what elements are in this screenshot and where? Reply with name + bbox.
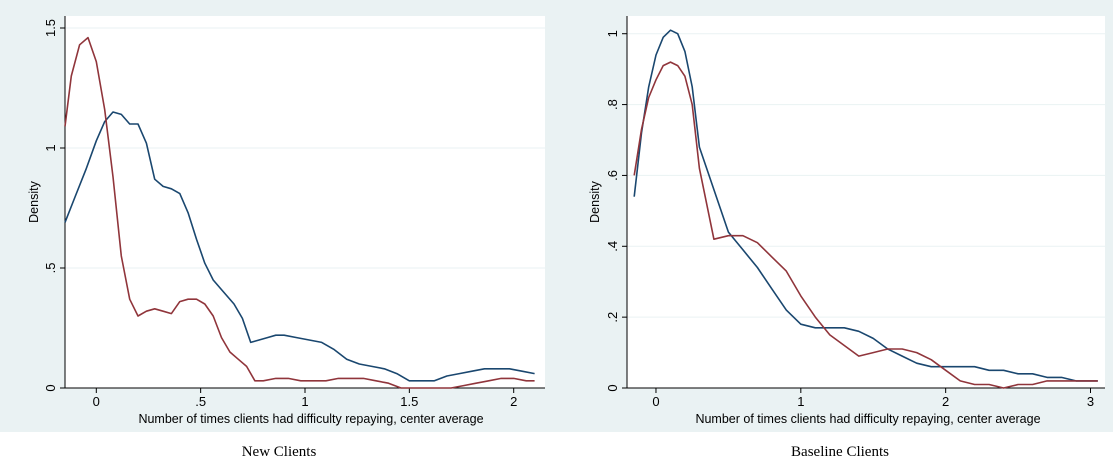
x-axis-title: Number of times clients had difficulty r… bbox=[138, 412, 483, 426]
x-tick-label: 2 bbox=[942, 394, 949, 409]
y-tick-label: .4 bbox=[605, 241, 620, 252]
series-line-2 bbox=[633, 61, 1098, 389]
gridlines bbox=[65, 27, 545, 269]
y-tick-label: .5 bbox=[43, 263, 58, 274]
y-tick-label: 1 bbox=[605, 30, 620, 37]
gridlines bbox=[627, 33, 1105, 318]
x-tick-label: 3 bbox=[1087, 394, 1094, 409]
x-ticks: 0 1 2 3 bbox=[652, 388, 1094, 409]
y-tick-label: 1.5 bbox=[43, 19, 58, 37]
plot-area bbox=[65, 16, 545, 388]
chart-caption: Baseline Clients bbox=[791, 444, 889, 460]
y-tick-label: .6 bbox=[605, 170, 620, 181]
y-tick-label: 0 bbox=[43, 384, 58, 391]
y-tick-label: .2 bbox=[605, 312, 620, 323]
chart-caption: New Clients bbox=[242, 444, 317, 460]
x-tick-label: 1.5 bbox=[400, 394, 418, 409]
x-tick-label: 2 bbox=[510, 394, 517, 409]
series-line-1 bbox=[64, 111, 535, 382]
x-ticks: 0 .5 1 1.5 2 bbox=[93, 388, 517, 409]
series-lines bbox=[633, 29, 1098, 389]
y-axis-title: Density bbox=[27, 180, 41, 222]
x-tick-label: 1 bbox=[797, 394, 804, 409]
series-lines bbox=[64, 36, 535, 389]
series-line-2 bbox=[64, 36, 535, 389]
y-ticks: 0 .2 .4 .6 .8 1 bbox=[605, 30, 627, 392]
y-axis-title: Density bbox=[588, 180, 602, 222]
series-line-1 bbox=[633, 29, 1098, 382]
x-tick-label: 0 bbox=[93, 394, 100, 409]
x-tick-label: 1 bbox=[301, 394, 308, 409]
x-axis-title: Number of times clients had difficulty r… bbox=[695, 412, 1040, 426]
y-tick-label: 0 bbox=[605, 384, 620, 391]
y-ticks: 0 .5 1 1.5 bbox=[43, 19, 65, 392]
plot-area bbox=[627, 16, 1105, 388]
x-tick-label: .5 bbox=[195, 394, 206, 409]
chart-baseline-clients: 0 .2 .4 .6 .8 1 0 1 2 3 Number of times clients … bbox=[556, 0, 1113, 460]
chart-new-clients: 0 .5 1 1.5 0 .5 1 1.5 2 Number of times clients… bbox=[0, 0, 556, 460]
x-tick-label: 0 bbox=[652, 394, 659, 409]
y-tick-label: .8 bbox=[605, 99, 620, 110]
y-tick-label: 1 bbox=[43, 144, 58, 151]
